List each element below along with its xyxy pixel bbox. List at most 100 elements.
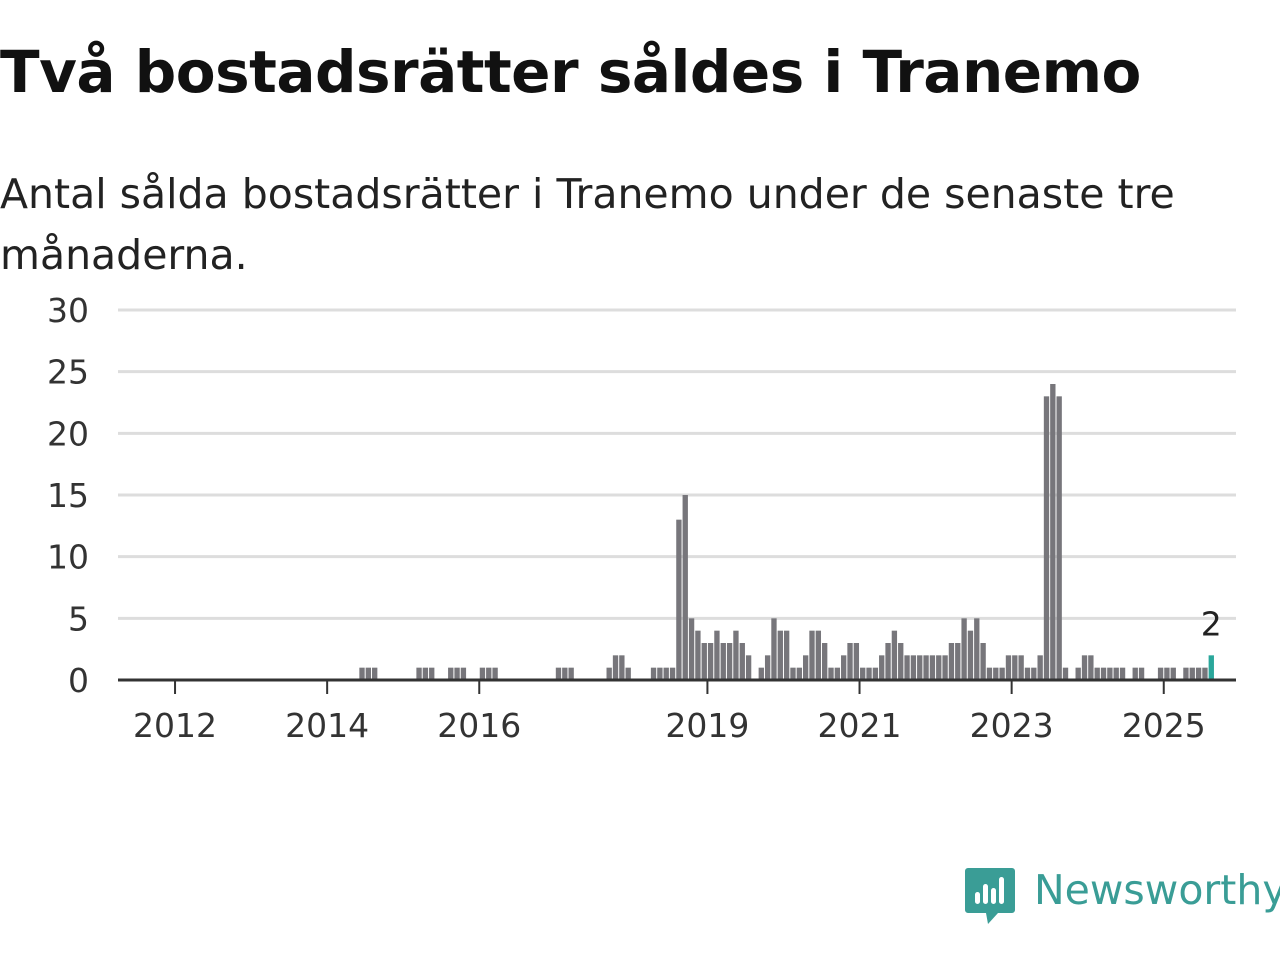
bar [764, 655, 771, 680]
bar [936, 655, 942, 680]
bar [669, 667, 676, 680]
bar [790, 667, 796, 680]
bar [904, 655, 910, 680]
bar [1062, 667, 1069, 680]
y-tick-label: 0 [68, 661, 89, 700]
gridlines [118, 308, 1236, 620]
bar [967, 630, 974, 680]
x-tick-label: 2021 [818, 706, 902, 745]
bar [822, 643, 828, 680]
bar [891, 630, 898, 680]
bar [745, 655, 752, 680]
bar [929, 655, 936, 680]
y-tick-label: 10 [47, 538, 89, 577]
bar [612, 655, 619, 680]
bar [847, 643, 853, 680]
bar [701, 643, 707, 680]
bar [688, 618, 695, 680]
x-tick-label: 2016 [437, 706, 521, 745]
bar [1031, 667, 1037, 680]
bar [555, 667, 562, 680]
bar [961, 618, 967, 680]
bar [454, 667, 460, 680]
bar [606, 667, 612, 680]
bar [1113, 667, 1119, 680]
bar [923, 655, 929, 680]
bar [853, 643, 860, 680]
bar [1132, 667, 1138, 680]
bar [568, 667, 574, 680]
bar [1005, 655, 1012, 680]
bar [834, 667, 841, 680]
bar [879, 655, 885, 680]
axes [118, 678, 1236, 694]
bar [999, 667, 1005, 680]
bar [1050, 384, 1056, 680]
chart-title: Två bostadsrätter såldes i Tranemo [0, 38, 1141, 106]
bar [707, 643, 714, 680]
bar [872, 667, 879, 680]
bar [993, 667, 999, 680]
bar [948, 643, 955, 680]
bar [777, 630, 783, 680]
bar [1183, 667, 1189, 680]
x-tick-label: 2012 [133, 706, 217, 745]
bar [422, 667, 429, 680]
x-tick-label: 2014 [285, 706, 369, 745]
bar [739, 643, 745, 680]
y-tick-label: 30 [47, 291, 89, 330]
bar [657, 667, 663, 680]
bar [625, 667, 631, 680]
bar [1037, 655, 1043, 680]
bar [479, 667, 486, 680]
bar [416, 667, 422, 680]
bar [1170, 667, 1176, 680]
bar [1088, 655, 1094, 680]
bar [802, 655, 809, 680]
y-tick-label: 20 [47, 414, 89, 453]
bar [1043, 396, 1050, 680]
bar [771, 618, 777, 680]
bar [726, 643, 733, 680]
bar [663, 667, 669, 680]
bar [783, 630, 790, 680]
bar [974, 618, 980, 680]
bar [619, 655, 625, 680]
x-tick-label: 2023 [970, 706, 1054, 745]
bar [650, 667, 657, 680]
bar [1107, 667, 1113, 680]
bar [1075, 667, 1081, 680]
bar [1024, 667, 1031, 680]
x-tick-label: 2019 [665, 706, 749, 745]
bar [1189, 667, 1195, 680]
bar [860, 667, 866, 680]
bar [359, 667, 365, 680]
bar [448, 667, 454, 680]
bar [1100, 667, 1107, 680]
highlight-bar [1208, 655, 1214, 680]
bar [1081, 655, 1088, 680]
bar [866, 667, 872, 680]
bar [942, 655, 948, 680]
bar [841, 655, 847, 680]
bar [898, 643, 904, 680]
bar [486, 667, 492, 680]
bar [1056, 396, 1062, 680]
bar [1195, 667, 1202, 680]
newsworthy-logo-icon [965, 868, 1015, 924]
y-tick-label: 25 [47, 353, 89, 392]
bar [1202, 667, 1208, 680]
bar [980, 643, 986, 680]
bar [1018, 655, 1024, 680]
bar [910, 655, 917, 680]
bar [372, 667, 378, 680]
bar [828, 667, 834, 680]
bar [460, 667, 467, 680]
bar [1138, 667, 1145, 680]
bars [359, 384, 1214, 680]
bar [714, 630, 720, 680]
bar [676, 519, 682, 680]
bar [809, 630, 815, 680]
bar [955, 643, 961, 680]
